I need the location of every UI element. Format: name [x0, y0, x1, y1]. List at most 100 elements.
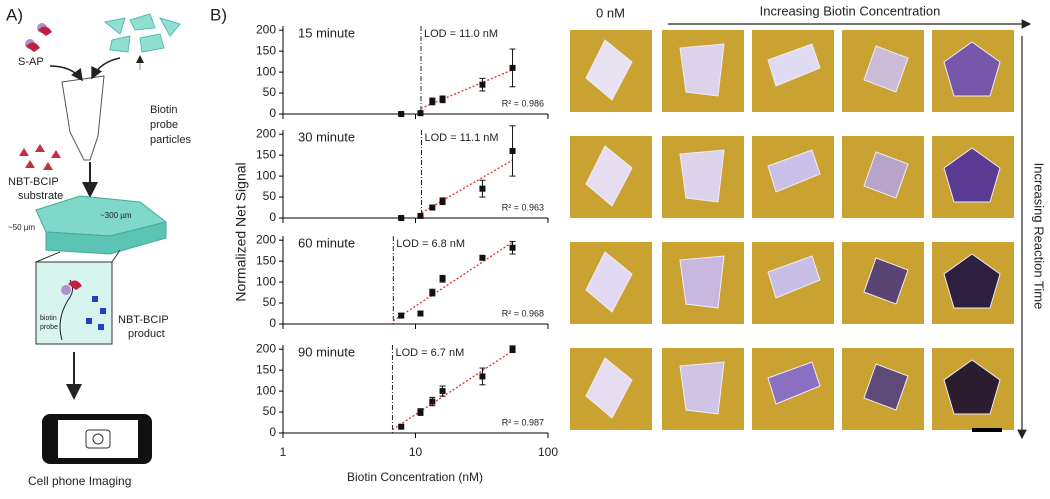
label: S-AP: [18, 56, 44, 68]
y-tick-label: 50: [263, 295, 277, 309]
point: [509, 244, 516, 251]
point: [398, 215, 405, 221]
particle-photo: [943, 147, 1001, 203]
lod-label: LOD = 11.1 nM: [425, 132, 499, 144]
arrow: [91, 57, 121, 80]
x-tick-label: 100: [538, 445, 558, 459]
r2-label: R² = 0.968: [502, 308, 544, 318]
chart-title: 30 minute: [298, 129, 355, 144]
r2-label: R² = 0.987: [502, 417, 544, 427]
label: substrate: [18, 190, 63, 202]
point: [479, 254, 486, 261]
label: biotin: [40, 315, 57, 322]
point: [479, 373, 486, 380]
particle-photo: [943, 359, 1001, 415]
chart-title: 15 minute: [298, 25, 355, 40]
y-tick-label: 200: [256, 232, 276, 246]
particle-photo: [863, 151, 909, 199]
label: Increasing Reaction Time: [1032, 163, 1047, 310]
point: [429, 398, 436, 405]
arrow: [49, 65, 83, 82]
point: [479, 81, 486, 88]
y-tick-label: 150: [256, 362, 276, 376]
phone-screen: [58, 420, 138, 458]
icon: [68, 280, 82, 290]
y-tick-label: 150: [256, 147, 276, 161]
r2-label: R² = 0.986: [502, 98, 544, 108]
tube: [61, 75, 105, 161]
label: particles: [150, 134, 191, 146]
particle-photo: [943, 253, 1001, 309]
icon: [26, 42, 40, 52]
point: [417, 110, 424, 117]
point: [429, 204, 436, 211]
y-tick-label: 50: [263, 189, 277, 203]
y-tick-label: 0: [269, 210, 276, 224]
y-tick-label: 200: [256, 126, 276, 140]
particle-photo: [863, 45, 909, 93]
camera-icon: [92, 433, 104, 445]
y-tick-label: 0: [269, 316, 276, 330]
label: 0 nM: [596, 5, 625, 20]
particle-photo: [585, 251, 633, 313]
point: [439, 96, 446, 103]
x-axis-label: Biotin Concentration (nM): [347, 470, 483, 484]
particle-photo: [767, 361, 821, 405]
scale-bar: [972, 428, 1002, 432]
lod-label: LOD = 6.8 nM: [396, 238, 465, 250]
point: [509, 346, 516, 353]
label: Cell phone Imaging: [28, 474, 131, 488]
x-tick-label: 10: [409, 445, 423, 459]
product-icons: [86, 296, 106, 330]
label: Increasing Biotin Concentration: [760, 3, 941, 18]
y-tick-label: 100: [256, 383, 276, 397]
point: [479, 185, 486, 192]
particle-photo: [679, 361, 725, 415]
y-tick-label: 50: [263, 85, 277, 99]
label: probe: [40, 324, 58, 331]
label: NBT-BCIP: [118, 314, 169, 326]
y-tick-label: 200: [256, 22, 276, 36]
particle-photo: [767, 43, 821, 87]
label: NBT-BCIP: [8, 176, 59, 188]
y-tick-label: 100: [256, 64, 276, 78]
point: [398, 423, 405, 430]
zoom-line: [111, 249, 121, 263]
y-tick-label: 100: [256, 274, 276, 288]
y-tick-label: 100: [256, 168, 276, 182]
y-axis-label: Normalized Net Signal: [233, 162, 249, 301]
label: probe: [150, 119, 178, 131]
chart-title: 90 minute: [298, 344, 355, 359]
panel-a: A) S-AP Biotin probe particles NBT-BCIP …: [6, 5, 191, 488]
particle-photo: [585, 357, 633, 419]
particle-photo: [679, 255, 725, 309]
point: [509, 64, 516, 71]
label: Biotin: [150, 104, 178, 116]
zoom-box: [35, 261, 113, 345]
panel-label: A): [6, 5, 23, 24]
camera-icon: [85, 429, 111, 449]
point: [439, 198, 446, 205]
particle-photo: [863, 257, 909, 305]
particles: [103, 13, 181, 53]
lod-label: LOD = 6.7 nM: [395, 347, 464, 359]
y-tick-label: 200: [256, 341, 276, 355]
point: [429, 289, 436, 296]
point: [417, 310, 424, 317]
point: [509, 147, 516, 154]
y-tick-label: 50: [263, 404, 277, 418]
point: [417, 212, 424, 219]
y-tick-label: 0: [269, 425, 276, 439]
y-tick-label: 0: [269, 106, 276, 120]
y-tick-label: 150: [256, 253, 276, 267]
lod-label: LOD = 11.0 nM: [424, 28, 498, 40]
zoom-line: [35, 251, 61, 263]
point: [417, 409, 424, 416]
point: [439, 275, 446, 282]
point: [398, 111, 405, 117]
fit-line: [392, 241, 513, 322]
chart-title: 60 minute: [298, 235, 355, 250]
particle-side: [45, 221, 167, 255]
y-tick-label: 150: [256, 43, 276, 57]
